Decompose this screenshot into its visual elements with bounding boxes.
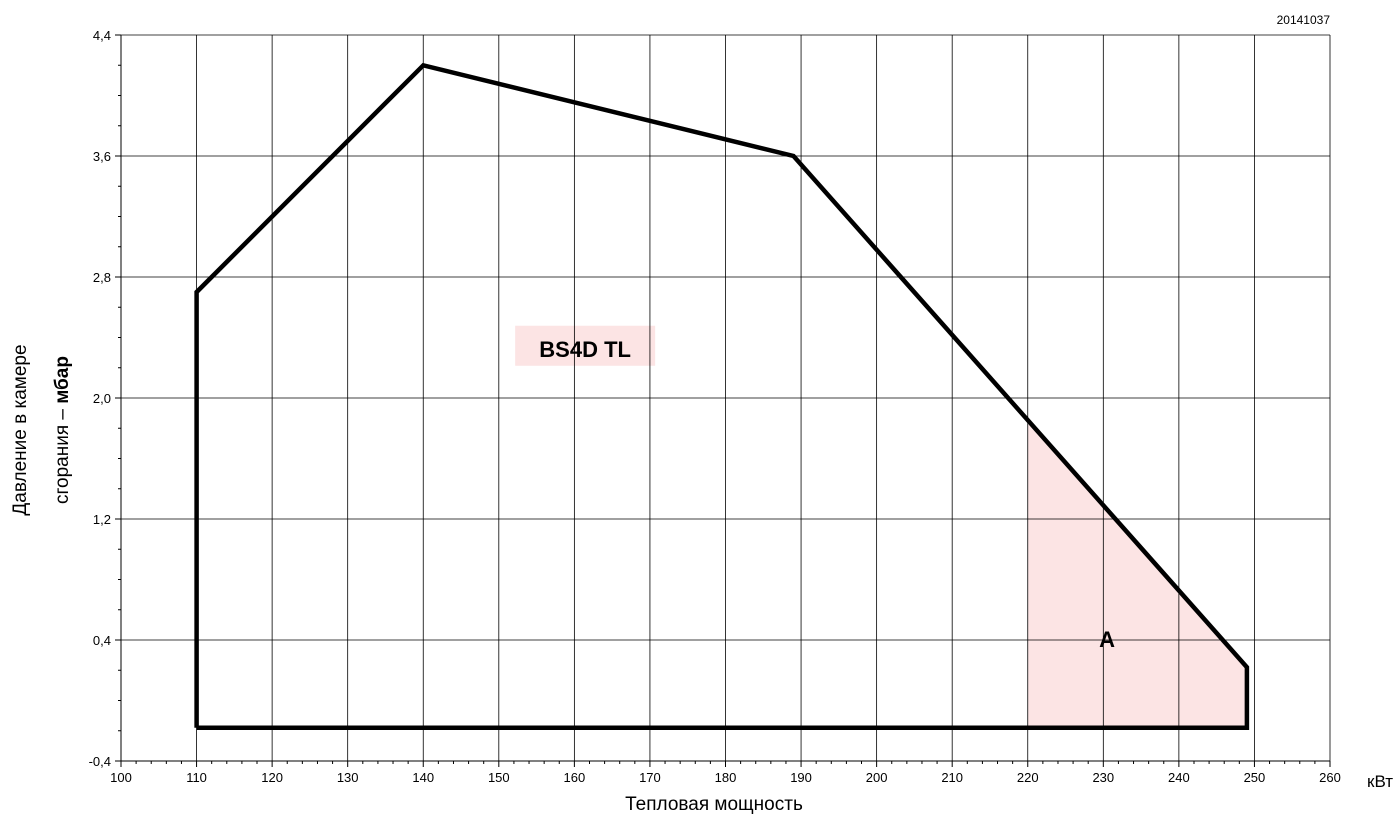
y-tick-label: 0,4 — [93, 633, 111, 648]
shaded-region-layer — [515, 325, 1247, 728]
x-tick-label: 130 — [337, 770, 359, 785]
x-tick-label: 110 — [186, 770, 207, 785]
shaded-region-a — [1027, 423, 1247, 728]
series-line-bs4d-tl — [194, 62, 1250, 730]
y-axis-title-line1-group: Давление в камере — [10, 344, 31, 515]
x-tick-label: 150 — [488, 770, 510, 785]
grid-layer — [121, 34, 1331, 761]
region-a-label: A — [1099, 627, 1115, 652]
y-axis-title-unit: мбар — [52, 356, 73, 404]
x-tick-label: 140 — [412, 770, 434, 785]
x-tick-label: 170 — [639, 770, 661, 785]
y-axis-title-line2: сгорания – мбар — [52, 356, 73, 504]
x-tick-label: 260 — [1319, 770, 1341, 785]
y-tick-label: -0,4 — [89, 754, 111, 769]
x-tick-label: 210 — [941, 770, 963, 785]
x-tick-label: 160 — [564, 770, 586, 785]
model-label-highlight — [515, 325, 656, 366]
y-tick-label: 2,8 — [93, 270, 111, 285]
x-tick-label: 190 — [790, 770, 812, 785]
axis-layer — [115, 34, 1331, 767]
series-layer — [194, 62, 1250, 730]
model-label: BS4D TL — [539, 337, 631, 362]
y-tick-label: 2,0 — [93, 391, 111, 406]
x-tick-label: 120 — [261, 770, 283, 785]
x-tick-label: 220 — [1017, 770, 1039, 785]
x-tick-label: 250 — [1244, 770, 1266, 785]
drawing-code: 20141037 — [1277, 13, 1331, 27]
x-axis-unit: кВт — [1367, 772, 1393, 791]
label-layer: 100 110 120 130 140 150 160 170 180 190 200 210 220 2… — [89, 28, 1341, 785]
y-axis-title-prefix: сгорания – — [52, 404, 73, 504]
y-axis-title-line1: Давление в камере — [10, 344, 31, 515]
y-axis-title-line2-group: сгорания – мбар — [52, 356, 73, 504]
x-tick-label: 200 — [866, 770, 888, 785]
x-tick-label: 240 — [1168, 770, 1190, 785]
y-tick-label: 4,4 — [93, 28, 111, 43]
y-tick-label: 1,2 — [93, 512, 111, 527]
x-tick-label: 180 — [715, 770, 737, 785]
y-tick-label: 3,6 — [93, 149, 111, 164]
x-tick-label: 100 — [110, 770, 132, 785]
x-axis-title: Тепловая мощность — [625, 794, 803, 815]
x-tick-label: 230 — [1092, 770, 1114, 785]
